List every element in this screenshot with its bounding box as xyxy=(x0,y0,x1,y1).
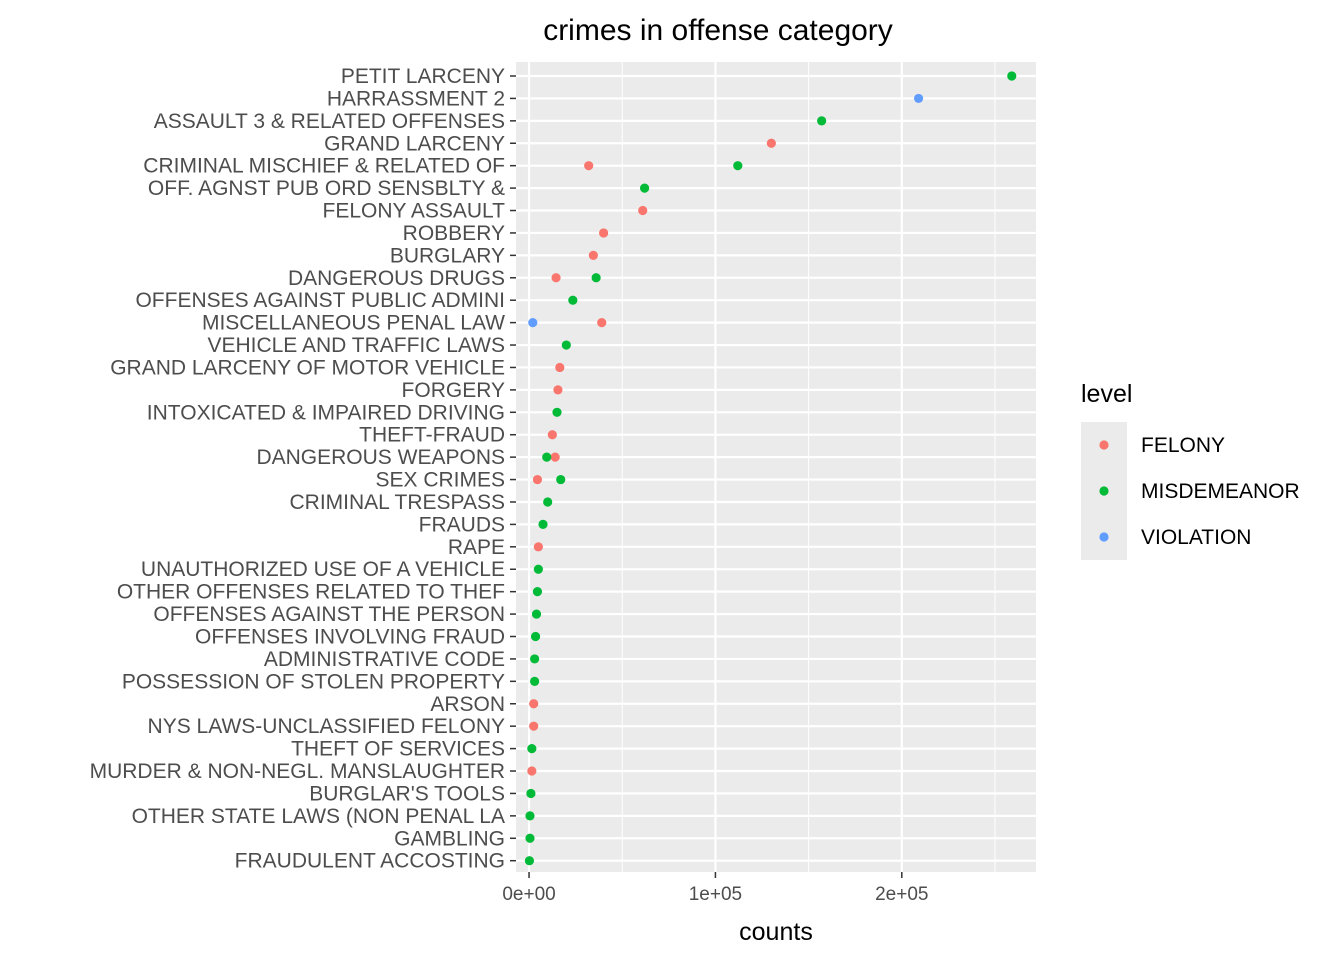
y-tick-label: OTHER STATE LAWS (NON PENAL LA xyxy=(132,805,505,828)
data-point-misdemeanor xyxy=(591,273,601,283)
y-tick-label: ASSAULT 3 & RELATED OFFENSES xyxy=(154,110,505,133)
plot-panel xyxy=(516,62,1036,872)
y-tick-label: OFFENSES INVOLVING FRAUD xyxy=(195,626,505,649)
data-point-felony xyxy=(533,542,543,552)
data-point-violation xyxy=(528,318,538,328)
data-point-felony xyxy=(598,228,609,238)
data-point-misdemeanor xyxy=(525,811,535,821)
y-tick-label: DANGEROUS WEAPONS xyxy=(256,446,505,469)
legend-label-felony: FELONY xyxy=(1141,434,1225,457)
data-point-felony xyxy=(638,205,648,216)
y-tick-label: MURDER & NON-NEGL. MANSLAUGHTER xyxy=(90,760,505,783)
data-point-misdemeanor xyxy=(556,474,566,485)
y-tick-label: FRAUDS xyxy=(419,513,505,536)
y-tick-label: VEHICLE AND TRAFFIC LAWS xyxy=(207,334,505,357)
data-point-felony xyxy=(547,430,557,440)
y-tick-label: THEFT OF SERVICES xyxy=(291,738,505,761)
y-tick-label: MISCELLANEOUS PENAL LAW xyxy=(202,312,505,335)
y-tick-label: ARSON xyxy=(430,693,505,716)
data-points xyxy=(524,71,1017,866)
y-tick-label: OFFENSES AGAINST THE PERSON xyxy=(153,603,505,626)
legend-key-violation xyxy=(1099,532,1109,542)
y-tick-label: THEFT-FRAUD xyxy=(359,424,505,447)
data-point-felony xyxy=(529,699,539,709)
y-tick-label: GRAND LARCENY xyxy=(324,132,505,155)
y-tick-label: BURGLAR'S TOOLS xyxy=(309,782,505,805)
legend-title: level xyxy=(1081,380,1132,408)
data-point-misdemeanor xyxy=(640,183,650,193)
y-tick-label: RAPE xyxy=(448,536,505,559)
x-tick-label: 0e+00 xyxy=(502,884,555,905)
data-point-felony xyxy=(766,138,776,148)
data-point-felony xyxy=(588,250,598,260)
data-point-felony xyxy=(555,362,565,373)
data-point-violation xyxy=(913,93,924,104)
y-tick-label: UNAUTHORIZED USE OF A VEHICLE xyxy=(141,558,505,581)
y-tick-label: SEX CRIMES xyxy=(375,469,505,492)
y-tick-label: GAMBLING xyxy=(394,827,505,850)
legend: level FELONY MISDEMEANOR VIOLATION xyxy=(1081,380,1300,560)
data-point-misdemeanor xyxy=(524,856,535,866)
data-point-felony xyxy=(551,273,561,283)
y-tick-label: FRAUDULENT ACCOSTING xyxy=(235,850,505,873)
data-point-misdemeanor xyxy=(538,519,548,530)
data-point-misdemeanor xyxy=(543,497,553,507)
data-point-misdemeanor xyxy=(817,116,827,126)
data-point-misdemeanor xyxy=(530,631,541,642)
y-tick-label: PETIT LARCENY xyxy=(341,65,505,88)
y-tick-label: BURGLARY xyxy=(390,244,505,267)
data-point-misdemeanor xyxy=(568,295,578,305)
data-point-felony xyxy=(553,385,563,395)
y-tick-label: ADMINISTRATIVE CODE xyxy=(264,648,505,671)
data-point-misdemeanor xyxy=(561,340,571,350)
data-point-misdemeanor xyxy=(542,452,552,462)
data-point-misdemeanor xyxy=(530,654,540,664)
y-tick-label: INTOXICATED & IMPAIRED DRIVING xyxy=(147,401,505,424)
y-tick-label: GRAND LARCENY OF MOTOR VEHICLE xyxy=(110,356,505,379)
y-tick-label: CRIMINAL TRESPASS xyxy=(290,491,506,514)
legend-key-misdemeanor xyxy=(1099,486,1109,496)
y-tick-label: CRIMINAL MISCHIEF & RELATED OF xyxy=(143,155,505,178)
data-point-misdemeanor xyxy=(525,833,535,843)
x-tick-label: 2e+05 xyxy=(875,884,928,905)
x-axis: 0e+00 1e+05 2e+05 xyxy=(502,872,928,905)
legend-label-misdemeanor: MISDEMEANOR xyxy=(1141,480,1300,503)
x-tick-label: 1e+05 xyxy=(689,884,742,905)
y-tick-label: ROBBERY xyxy=(403,222,505,245)
y-tick-label: FORGERY xyxy=(402,379,505,402)
data-point-misdemeanor xyxy=(532,587,543,597)
data-point-felony xyxy=(584,161,594,171)
data-point-misdemeanor xyxy=(1007,71,1017,81)
y-tick-label: DANGEROUS DRUGS xyxy=(288,267,505,290)
chart-title: crimes in offense category xyxy=(543,14,893,47)
data-point-felony xyxy=(597,318,607,328)
y-tick-label: OFFENSES AGAINST PUBLIC ADMINI xyxy=(135,289,505,312)
data-point-felony xyxy=(532,474,543,485)
y-tick-label: POSSESSION OF STOLEN PROPERTY xyxy=(122,670,505,693)
legend-label-violation: VIOLATION xyxy=(1141,526,1251,549)
data-point-felony xyxy=(529,721,539,731)
data-point-felony xyxy=(527,766,537,776)
data-point-felony xyxy=(550,452,560,462)
y-tick-label: NYS LAWS-UNCLASSIFIED FELONY xyxy=(148,715,505,738)
y-tick-label: FELONY ASSAULT xyxy=(323,200,506,223)
y-tick-label: OTHER OFFENSES RELATED TO THEF xyxy=(117,581,505,604)
data-point-misdemeanor xyxy=(733,161,743,171)
data-point-misdemeanor xyxy=(552,407,562,417)
legend-items: FELONY MISDEMEANOR VIOLATION xyxy=(1081,422,1300,560)
y-tick-label: HARRASSMENT 2 xyxy=(327,87,505,110)
data-point-misdemeanor xyxy=(533,564,543,574)
data-point-misdemeanor xyxy=(527,744,537,754)
x-axis-title: counts xyxy=(739,918,813,946)
legend-key-felony xyxy=(1099,440,1109,450)
y-tick-label: OFF. AGNST PUB ORD SENSBLTY & xyxy=(148,177,505,200)
data-point-misdemeanor xyxy=(530,676,540,686)
data-point-misdemeanor xyxy=(526,788,536,799)
data-point-misdemeanor xyxy=(531,609,542,619)
grid-lines xyxy=(516,62,1036,872)
